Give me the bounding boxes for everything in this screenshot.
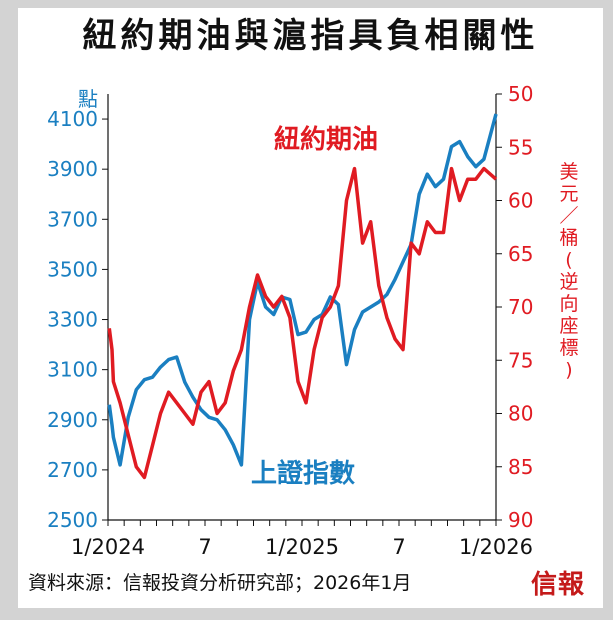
series-label-sse: 上證指數 <box>251 458 355 489</box>
right-axis-label-char: 元 <box>559 183 578 205</box>
right-tick-label: 75 <box>508 348 533 372</box>
right-axis-label-char: ／ <box>559 205 578 227</box>
right-tick-label: 85 <box>508 455 533 479</box>
right-tick-label: 50 <box>508 82 533 106</box>
right-axis-label-char: 標 <box>559 337 578 359</box>
source-note: 資料來源：信報投資分析研究部；2026年1月 <box>28 572 412 594</box>
right-tick-label: 65 <box>508 242 533 266</box>
x-tick-label: 7 <box>392 535 405 559</box>
right-axis-label-char: 逆 <box>559 271 578 293</box>
series-label-oil: 紐約期油 <box>274 124 378 155</box>
right-tick-label: 90 <box>508 508 533 532</box>
right-tick-label: 80 <box>508 402 533 426</box>
left-tick-label: 2700 <box>47 458 98 482</box>
right-tick-label: 70 <box>508 295 533 319</box>
left-tick-label: 2500 <box>47 508 98 532</box>
left-tick-label: 3100 <box>47 358 98 382</box>
left-tick-label: 4100 <box>47 107 98 131</box>
right-axis-label-char: 向 <box>559 293 578 315</box>
chart-panel: 紐約期油與滬指具負相關性 2500 2700 2900 3100 3300 3500 370… <box>18 8 603 608</box>
right-axis-label-char: 座 <box>559 315 578 337</box>
x-tick-label: 1/2025 <box>265 535 339 559</box>
left-tick-label: 3900 <box>47 157 98 181</box>
x-tick-label: 1/2026 <box>459 535 533 559</box>
series-line-sse <box>107 113 498 467</box>
left-tick-label: 3500 <box>47 257 98 281</box>
left-axis-unit: 點 <box>78 87 98 111</box>
right-axis-label-char: ) <box>565 359 572 381</box>
x-tick-label: 1/2024 <box>71 535 145 559</box>
series-line-oil <box>107 166 498 480</box>
right-axis-label-char: 桶 <box>559 227 578 249</box>
right-tick-label: 55 <box>508 135 533 159</box>
left-tick-label: 2900 <box>47 408 98 432</box>
right-axis-label-char: 美 <box>559 161 578 183</box>
chart-title: 紐約期油與滬指具負相關性 <box>82 16 539 56</box>
right-tick-label: 60 <box>508 189 533 213</box>
brand-logo: 信報 <box>530 570 585 600</box>
left-tick-label: 3700 <box>47 207 98 231</box>
right-axis-label-char: ( <box>565 249 572 271</box>
x-tick-label: 7 <box>198 535 211 559</box>
left-tick-label: 3300 <box>47 308 98 332</box>
